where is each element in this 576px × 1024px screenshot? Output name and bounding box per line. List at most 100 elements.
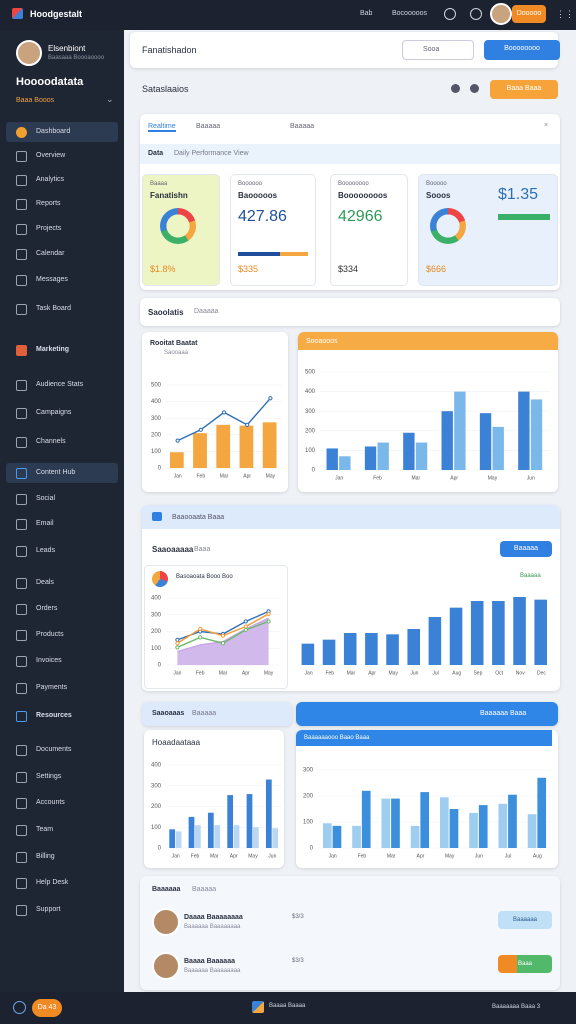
menu-item[interactable]: Social: [6, 489, 118, 509]
menu-label: Marketing: [36, 346, 70, 353]
logo: [12, 8, 23, 19]
icon[interactable]: [470, 8, 482, 20]
menu-item[interactable]: Accounts: [6, 793, 118, 813]
chart-card: Hoaadaataaa: [144, 730, 284, 868]
menu-label: Resources: [36, 712, 72, 719]
kpi-value: 427.86: [238, 208, 287, 225]
menu-label: Overview: [36, 152, 66, 159]
people-title: Baaaaaa: [152, 886, 181, 893]
brand: Hoodgestalt: [30, 9, 83, 19]
menu-label: Products: [36, 631, 64, 638]
grid-icon[interactable]: ⋮⋮: [556, 9, 574, 19]
panel-button[interactable]: Baaaaa: [500, 541, 552, 557]
menu-item[interactable]: Billing: [6, 847, 118, 867]
section-subtitle: Daaaaa: [194, 308, 219, 315]
chart-title: Rooitat Baatat: [150, 340, 198, 347]
menu-item[interactable]: Deals: [6, 573, 118, 593]
menu-label: Calendar: [36, 250, 65, 257]
icon[interactable]: [451, 84, 460, 93]
page-title: Fanatishadon: [142, 45, 197, 55]
menu-item[interactable]: Email: [6, 514, 118, 534]
bottom-bar: Da 43 Baaaa Baaaa Baaaaaaa Baaa 3: [0, 992, 576, 1024]
menu-item[interactable]: Help Desk: [6, 873, 118, 893]
kpi-foot: $335: [238, 264, 259, 274]
nav-link[interactable]: Bab: [360, 10, 373, 17]
tab[interactable]: Baaaaa: [290, 123, 315, 130]
menu-item[interactable]: Channels: [6, 432, 118, 452]
menu-item[interactable]: Resources: [6, 706, 118, 726]
icon[interactable]: [13, 1001, 26, 1014]
icon[interactable]: [470, 84, 479, 93]
panel-header-text: Baaooaata Baaa: [172, 514, 225, 521]
menu-item[interactable]: Reports: [6, 194, 118, 214]
tab[interactable]: Baaaaa: [196, 123, 221, 130]
menu-item[interactable]: Invoices: [6, 651, 118, 671]
tab[interactable]: Realtime: [148, 123, 176, 132]
menu-item[interactable]: Products: [6, 625, 118, 645]
menu-item[interactable]: Team: [6, 820, 118, 840]
menu-item[interactable]: Settings: [6, 767, 118, 787]
avatar: [152, 908, 180, 936]
row-text: Daily Performance View: [174, 150, 249, 157]
menu-label: Reports: [36, 200, 61, 207]
icon[interactable]: [444, 8, 456, 20]
logo: [252, 1001, 264, 1013]
menu-label: Settings: [36, 773, 62, 780]
menu-item[interactable]: Leads: [6, 541, 118, 561]
kpi-title: Baooooos: [238, 191, 278, 200]
menu-label: Dashboard: [36, 128, 71, 135]
panel-header: Saaoaaas Baaaaa: [142, 702, 292, 726]
menu-item[interactable]: Payments: [6, 678, 118, 698]
menu-label: Analytics: [36, 176, 65, 183]
person-value: $3/3: [292, 958, 304, 964]
filter[interactable]: Baaa: [194, 546, 211, 553]
sidebar-subtitle[interactable]: Baaa Booos: [16, 97, 55, 104]
primary-button[interactable]: Boooooooo: [484, 40, 560, 60]
kpi-label: Boooooo: [238, 181, 263, 187]
menu-item[interactable]: Projects: [6, 219, 118, 239]
menu-item[interactable]: Documents: [6, 740, 118, 760]
user-button[interactable]: Dooooo: [512, 5, 546, 23]
badge[interactable]: Da 43: [32, 999, 62, 1017]
menu-item[interactable]: Orders: [6, 599, 118, 619]
menu-item[interactable]: Marketing: [6, 340, 118, 360]
kpi-value: $1.35: [498, 186, 539, 203]
analytics-header: Saoolatis Daaaaa: [140, 298, 560, 326]
kpi-title: Boooooooos: [338, 191, 388, 200]
search-box[interactable]: Sooa: [402, 40, 474, 60]
menu-label: Email: [36, 520, 54, 527]
menu-label: Messages: [36, 276, 68, 283]
avatar[interactable]: [490, 3, 512, 25]
row-button[interactable]: Baaaaaa: [498, 911, 552, 929]
menu-label: Deals: [36, 579, 54, 586]
avatar: [152, 952, 180, 980]
row-button[interactable]: Baaa: [498, 955, 552, 973]
menu-item[interactable]: Task Board: [6, 299, 118, 319]
menu-item[interactable]: Campaigns: [6, 403, 118, 423]
donut: [160, 208, 196, 244]
menu-item[interactable]: Audience Stats: [6, 375, 118, 395]
note: Baaaaa: [520, 573, 541, 579]
menu-item[interactable]: Overview: [6, 146, 118, 166]
menu-label: Help Desk: [36, 879, 69, 886]
profile-sub: Baasaaa Boooaoooo: [48, 55, 105, 61]
panel-header: Baaaaaa Baaa: [296, 702, 558, 726]
menu-item[interactable]: Messages: [6, 270, 118, 290]
menu-item[interactable]: Support: [6, 900, 118, 920]
menu-label: Projects: [36, 225, 62, 232]
close[interactable]: ×: [544, 122, 549, 129]
menu-item[interactable]: Dashboard: [6, 122, 118, 142]
menu-label: Channels: [36, 438, 66, 445]
menu-item[interactable]: Calendar: [6, 244, 118, 264]
action-button[interactable]: Baaa Baaa: [490, 80, 558, 99]
chevron[interactable]: ⌄: [106, 94, 114, 104]
person-name: Baaaa Baaaaaa: [184, 958, 235, 965]
menu-label: Billing: [36, 853, 55, 860]
panel-header: [142, 505, 560, 529]
menu-label: Campaigns: [36, 409, 72, 416]
menu-item[interactable]: Analytics: [6, 170, 118, 190]
menu-label: Leads: [36, 547, 56, 554]
nav-link[interactable]: Bocooooos: [392, 10, 428, 17]
chart-card: Rooitat Baatat Saooaaa: [142, 332, 288, 492]
menu-item[interactable]: Content Hub: [6, 463, 118, 483]
